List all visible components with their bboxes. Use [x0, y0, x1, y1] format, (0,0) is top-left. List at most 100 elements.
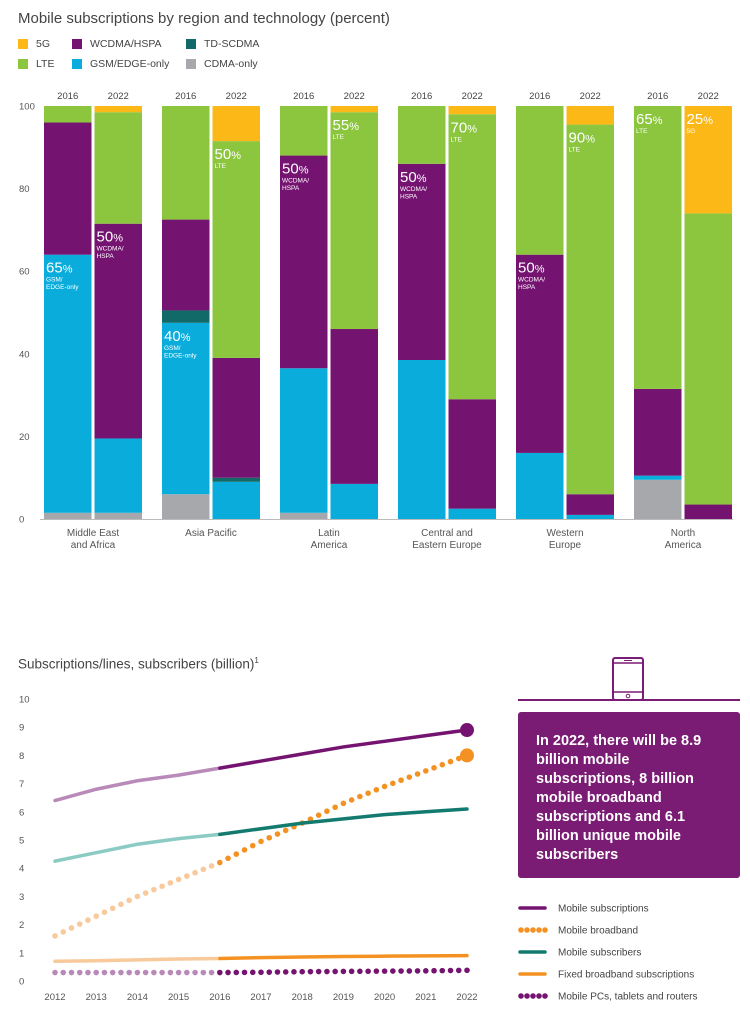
bar-segment-5g: [330, 106, 378, 113]
series-dot: [159, 883, 165, 890]
series-dot: [85, 969, 91, 976]
legend-dot: [536, 993, 542, 999]
series-dot: [439, 967, 446, 974]
series-dot: [398, 777, 404, 784]
legend-item-fixed-broadband-subscriptions: Fixed broadband subscriptions: [518, 970, 694, 981]
y-tick-label: 60: [19, 267, 30, 278]
series-dot: [258, 969, 264, 976]
region-label: America: [311, 540, 348, 551]
series-dot: [291, 969, 297, 975]
year-label: 2022: [344, 91, 365, 102]
series-dot: [258, 838, 264, 845]
series-dot: [233, 851, 240, 857]
series-dot: [109, 969, 116, 976]
data-label-sub: WCDMA/: [282, 178, 309, 185]
legend-label: Mobile broadband: [558, 926, 638, 937]
y-tick-label: 9: [19, 723, 24, 734]
legend-label: Mobile subscribers: [558, 948, 641, 959]
series-dot: [200, 969, 207, 976]
x-tick-label: 2018: [292, 992, 313, 1003]
x-tick-label: 2016: [209, 992, 230, 1003]
series-dot: [217, 969, 223, 976]
data-label: 40%: [164, 328, 191, 345]
series-dot: [274, 969, 281, 975]
y-tick-label: 8: [19, 751, 24, 762]
region-label: North: [671, 528, 695, 539]
smartphone-icon: [612, 657, 644, 706]
series-dot: [52, 969, 58, 976]
series-dot: [101, 969, 108, 976]
y-tick-label: 6: [19, 807, 24, 818]
year-label: 2016: [175, 91, 196, 102]
series-dot: [217, 859, 223, 866]
data-label: 90%: [569, 130, 596, 147]
y-tick-label: 20: [19, 432, 30, 443]
series-dot: [76, 921, 83, 927]
region-label: Eastern Europe: [412, 540, 482, 551]
series-dot: [423, 968, 429, 974]
series-dot: [126, 897, 132, 904]
legend-label-wcdma: WCDMA/HSPA: [90, 38, 162, 50]
year-label: 2022: [698, 91, 719, 102]
series-dot: [93, 913, 99, 919]
legend-label-gsm: GSM/EDGE-only: [90, 58, 170, 70]
footnote-mark: 1: [254, 656, 259, 665]
stacked-bar-chart: 020406080100201665%GSM/EDGE-only202250%W…: [19, 91, 733, 551]
legend-dot: [518, 993, 524, 999]
bar-segment-wcdma-hspa: [566, 494, 614, 515]
series-dot: [398, 968, 404, 974]
y-tick-label: 4: [19, 864, 24, 875]
series-dot: [307, 968, 314, 975]
x-tick-label: 2014: [127, 992, 148, 1003]
series-dot: [357, 968, 363, 975]
series-dot: [348, 968, 355, 975]
series-dot: [208, 969, 215, 976]
legend-item-wcdma: WCDMA/HSPA: [72, 38, 162, 50]
legend-swatch-5g: [18, 39, 28, 50]
series-dot: [299, 968, 306, 975]
series-dot: [332, 804, 338, 811]
bar-segment-5g: [212, 106, 260, 142]
legend-label-lte: LTE: [36, 58, 55, 70]
series-line-forecast: [218, 728, 469, 770]
bar-segment-5g: [448, 106, 496, 115]
series-dot: [381, 783, 388, 790]
series-dot: [406, 968, 413, 974]
legend-item-gsm: GSM/EDGE-only: [72, 58, 169, 70]
bar-segment-lte: [94, 112, 142, 224]
x-tick-label: 2020: [374, 992, 395, 1003]
series-dot: [340, 800, 347, 807]
series-dot: [249, 842, 256, 849]
bar-segment-cdma-only: [44, 512, 92, 519]
y-tick-label: 2: [19, 920, 24, 931]
data-label-sub: HSPA: [97, 253, 115, 260]
legend-item-lte: LTE: [18, 58, 54, 70]
data-label-sub: LTE: [333, 134, 345, 141]
series-dot: [151, 969, 157, 976]
series-dot: [60, 929, 67, 935]
bar-segment-wcdma-hspa: [94, 223, 142, 439]
series-fixed-broadband-subscriptions: [53, 953, 469, 964]
series-dot: [340, 968, 347, 975]
year-label: 2016: [647, 91, 668, 102]
callout-text: In 2022, there will be 8.9 billion mobil…: [536, 733, 702, 863]
series-dot: [373, 787, 380, 793]
y-tick-label: 40: [19, 349, 30, 360]
x-tick-label: 2013: [86, 992, 107, 1003]
series-dot: [175, 969, 182, 976]
data-label-sub: LTE: [636, 128, 648, 135]
x-tick-label: 2012: [44, 992, 65, 1003]
series-dot: [423, 768, 429, 774]
series-dot: [241, 847, 248, 853]
series-dot: [60, 969, 67, 976]
series-line-history: [53, 956, 222, 964]
series-dot: [447, 967, 454, 974]
series-dot: [109, 905, 116, 912]
year-label: 2016: [57, 91, 78, 102]
bar-segment-5g: [94, 106, 142, 113]
series-dot: [431, 765, 437, 771]
bar-segment-cdma-only: [634, 479, 682, 519]
legend-dot: [518, 927, 524, 933]
